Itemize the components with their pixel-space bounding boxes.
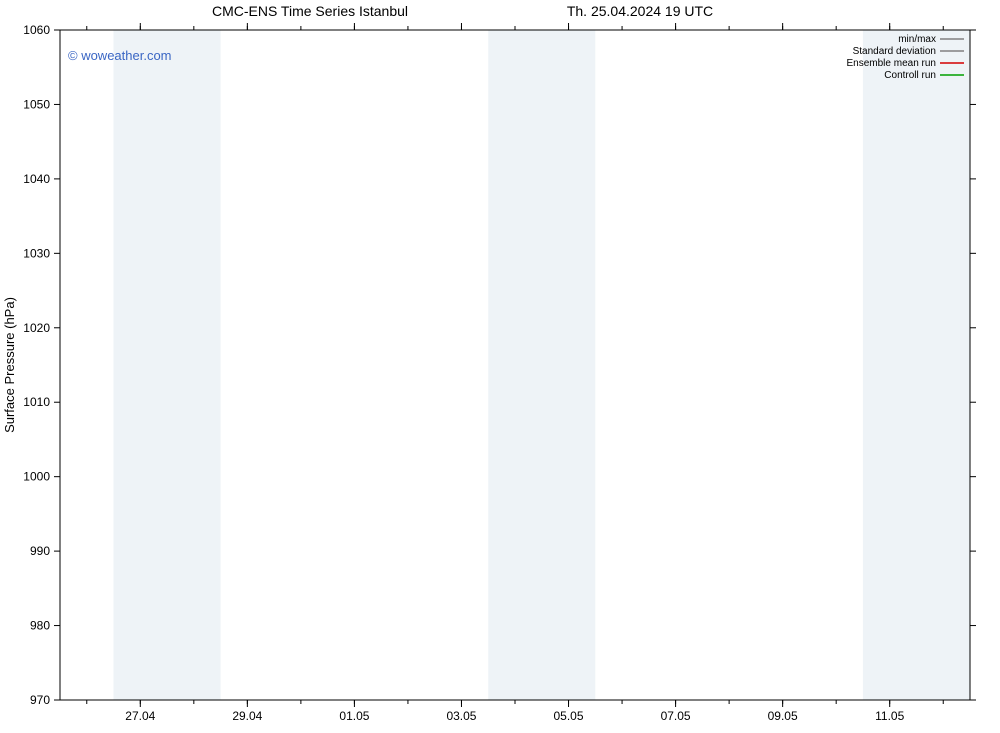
chart-svg: 970 980 990 1000 1010 1020 1030 1040 1050 1060 27.…: [0, 0, 1000, 733]
weekend-shade: [488, 30, 595, 700]
x-tick-label: 05.05: [554, 709, 584, 723]
y-tick-label: 1040: [23, 172, 50, 186]
legend-label: Ensemble mean run: [847, 58, 937, 69]
y-axis-label: Surface Pressure (hPa): [2, 297, 17, 433]
x-tick-label: 09.05: [768, 709, 798, 723]
weekend-shade: [114, 30, 221, 700]
y-tick-label: 1000: [23, 470, 50, 484]
weekend-shade: [863, 30, 970, 700]
x-tick-label: 03.05: [446, 709, 476, 723]
y-tick-label: 1030: [23, 246, 50, 260]
legend-label: min/max: [898, 34, 936, 45]
x-tick-label: 29.04: [232, 709, 262, 723]
x-tick-label: 01.05: [339, 709, 369, 723]
legend-label: Controll run: [884, 70, 936, 81]
x-tick-label: 27.04: [125, 709, 155, 723]
x-tick-label: 11.05: [875, 709, 904, 723]
surface-pressure-chart: 970 980 990 1000 1010 1020 1030 1040 1050 1060 27.…: [0, 0, 1000, 733]
y-tick-label: 970: [30, 693, 50, 707]
legend-label: Standard deviation: [853, 46, 936, 57]
y-tick-label: 990: [30, 544, 50, 558]
y-tick-label: 1060: [23, 23, 50, 37]
chart-title-right: Th. 25.04.2024 19 UTC: [567, 3, 713, 19]
x-tick-label: 07.05: [661, 709, 691, 723]
y-tick-label: 1050: [23, 97, 50, 111]
y-tick-label: 1010: [23, 395, 50, 409]
y-tick-label: 1020: [23, 321, 50, 335]
watermark: © woweather.com: [68, 48, 172, 63]
chart-title-left: CMC-ENS Time Series Istanbul: [212, 3, 408, 19]
y-tick-label: 980: [30, 619, 50, 633]
